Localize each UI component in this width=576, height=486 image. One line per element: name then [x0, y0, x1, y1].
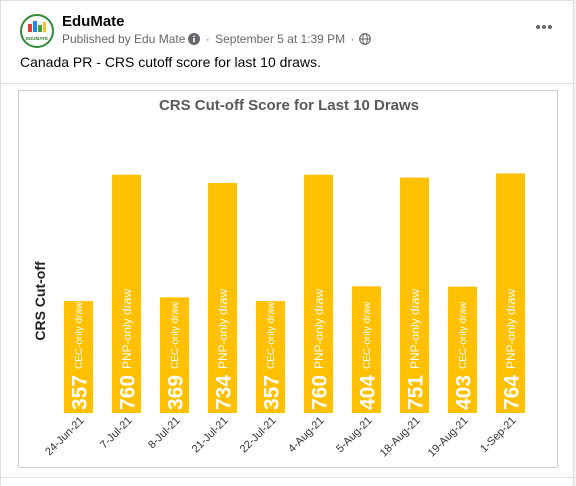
bar — [64, 301, 93, 413]
bar-value-label: 760 — [309, 375, 332, 410]
bar — [112, 174, 141, 413]
bar-draw-type-label: CEC-only draw — [266, 301, 277, 369]
post-caption: Canada PR - CRS cutoff score for last 10… — [20, 54, 321, 70]
meta-separator: · — [205, 32, 210, 46]
bar-value-label: 760 — [117, 375, 140, 410]
bar-value-label: 751 — [405, 375, 428, 410]
globe-icon[interactable] — [358, 33, 371, 48]
x-tick-label: 7-Jul-21 — [98, 415, 135, 452]
more-options-icon — [536, 25, 552, 29]
x-tick-label: 24-Jun-21 — [43, 415, 87, 459]
bar — [400, 177, 429, 413]
bar-draw-type-label: PNP-only draw — [504, 289, 518, 369]
bar-value-label: 357 — [261, 375, 284, 410]
bar — [256, 301, 285, 413]
bars-group: 357 CEC-only draw 24-Jun-21 760 PNP-only dra… — [43, 173, 525, 459]
x-tick-label: 5-Aug-21 — [334, 415, 374, 455]
x-tick-label: 19-Aug-21 — [426, 415, 471, 460]
bar — [496, 173, 525, 413]
bar-draw-type-label: PNP-only draw — [120, 289, 134, 369]
meta-separator-2: · — [350, 32, 355, 46]
bar — [448, 286, 477, 413]
y-axis-label: CRS Cut-off — [32, 261, 48, 341]
bar — [352, 286, 381, 413]
divider — [1, 83, 575, 84]
x-tick-label: 4-Aug-21 — [286, 415, 326, 455]
page-avatar[interactable]: EDUMATE — [20, 14, 54, 48]
bar-draw-type-label: CEC-only draw — [74, 301, 85, 369]
bar — [208, 182, 237, 413]
info-icon[interactable] — [188, 33, 201, 48]
bar-draw-type-label: CEC-only draw — [458, 301, 469, 369]
chart-image[interactable]: CRS Cut-off Score for Last 10 Draws CRS … — [18, 90, 558, 468]
x-tick-label: 18-Aug-21 — [378, 415, 423, 460]
bar-draw-type-label: PNP-only draw — [312, 289, 326, 369]
bar-chart: CRS Cut-off 357 CEC-only draw 24-Jun-21 760… — [32, 173, 525, 459]
x-tick-label: 21-Jul-21 — [190, 415, 231, 456]
avatar-logo-text: EDUMATE — [26, 36, 48, 41]
edumate-logo: EDUMATE — [26, 21, 48, 41]
x-tick-label: 1-Sep-21 — [478, 415, 518, 455]
x-tick-label: 8-Jul-21 — [146, 415, 183, 452]
bar-value-label: 764 — [501, 375, 524, 410]
bar — [160, 297, 189, 413]
bar-value-label: 403 — [453, 375, 476, 410]
bar-value-label: 404 — [357, 375, 380, 410]
bar-draw-type-label: CEC-only draw — [170, 301, 181, 369]
publisher-link[interactable]: Published by Edu Mate — [62, 32, 186, 46]
bar-draw-type-label: PNP-only draw — [216, 289, 230, 369]
bar — [304, 174, 333, 413]
more-options-button[interactable] — [529, 15, 559, 39]
post-timestamp-link[interactable]: September 5 at 1:39 PM — [215, 32, 346, 46]
post-meta: Published by Edu Mate · September 5 at 1… — [62, 32, 371, 48]
bar-value-label: 734 — [213, 375, 236, 410]
chart-title: CRS Cut-off Score for Last 10 Draws — [158, 97, 420, 114]
bar-draw-type-label: CEC-only draw — [362, 301, 373, 369]
divider-bottom — [1, 477, 575, 478]
page-name-link[interactable]: EduMate — [62, 13, 125, 30]
x-tick-label: 22-Jul-21 — [238, 415, 279, 456]
bar-draw-type-label: PNP-only draw — [408, 289, 422, 369]
bar-value-label: 369 — [165, 375, 188, 410]
bar-value-label: 357 — [69, 375, 92, 410]
